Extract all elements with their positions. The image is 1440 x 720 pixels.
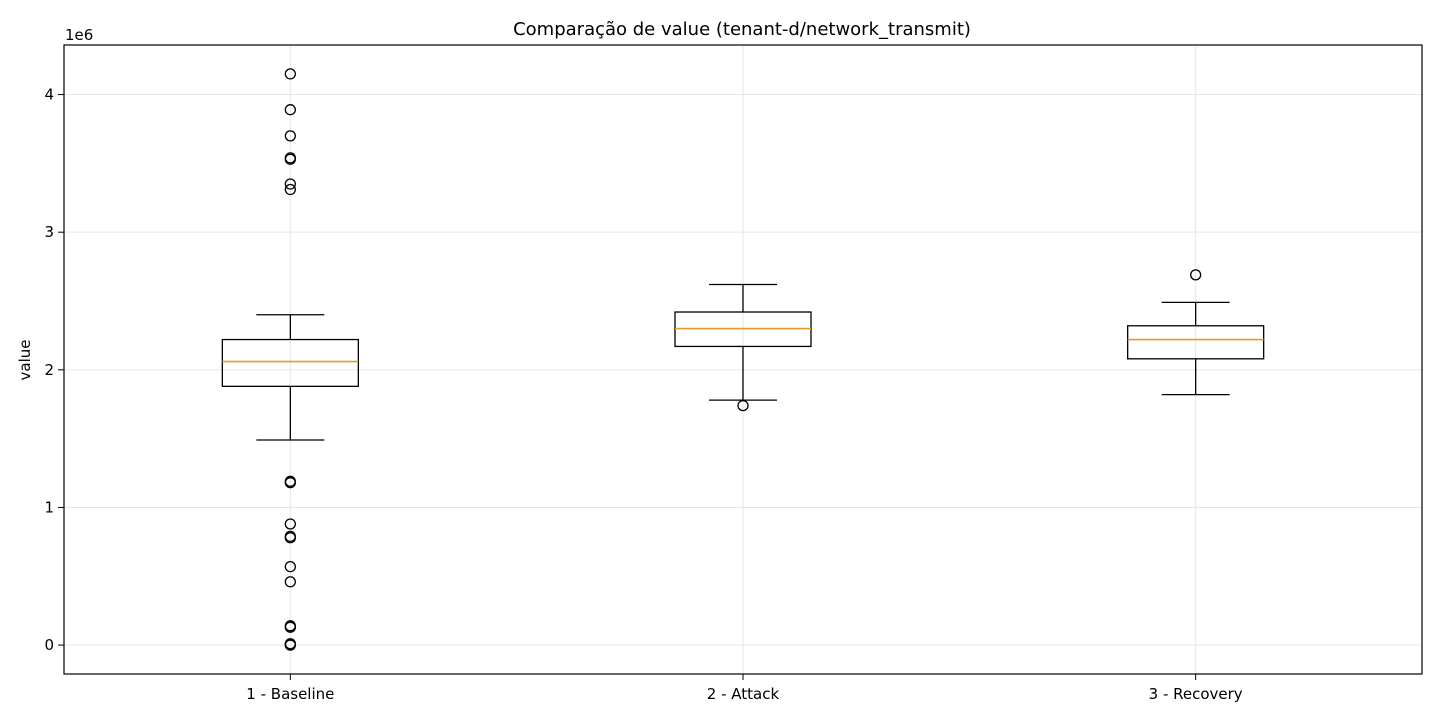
box-group [674,283,812,412]
box-group [1127,269,1265,396]
outlier-point [284,153,296,165]
outlier-point [284,130,296,142]
axes: 0 1 2 3 4 1 - Baseline 2 - Attack 3 - Recovery [44,86,1242,703]
x-tick-label: 2 - Attack [707,685,780,703]
outlier-point [737,399,749,412]
plot-frame [63,44,1423,675]
y-tick-label: 2 [44,361,54,379]
iqr-box [221,338,359,387]
y-tick-label: 3 [44,223,54,241]
outlier-point [284,183,296,196]
chart-title: Comparação de value (tenant-d/network_tr… [513,19,971,40]
x-tick-label: 3 - Recovery [1149,685,1243,703]
outlier-point [284,621,296,633]
boxes [221,68,1265,651]
iqr-box [1127,325,1265,360]
y-tick-label: 4 [44,86,54,104]
box-group [221,68,359,651]
y-tick-label: 0 [44,636,54,654]
outlier-point [284,518,296,530]
outlier-point [284,477,296,489]
x-tick-label: 1 - Baseline [246,685,334,703]
outlier-point [284,68,296,80]
outlier-point [1190,269,1202,281]
outlier-point [284,576,296,588]
outlier-point [284,104,296,116]
y-axis-offset-label: 1e6 [65,26,93,44]
outlier-point [284,178,296,190]
y-tick-label: 1 [44,498,54,516]
outlier-point [284,639,296,651]
outlier-point [284,560,296,573]
outlier-point [284,532,296,544]
y-axis-label: value [16,340,34,381]
